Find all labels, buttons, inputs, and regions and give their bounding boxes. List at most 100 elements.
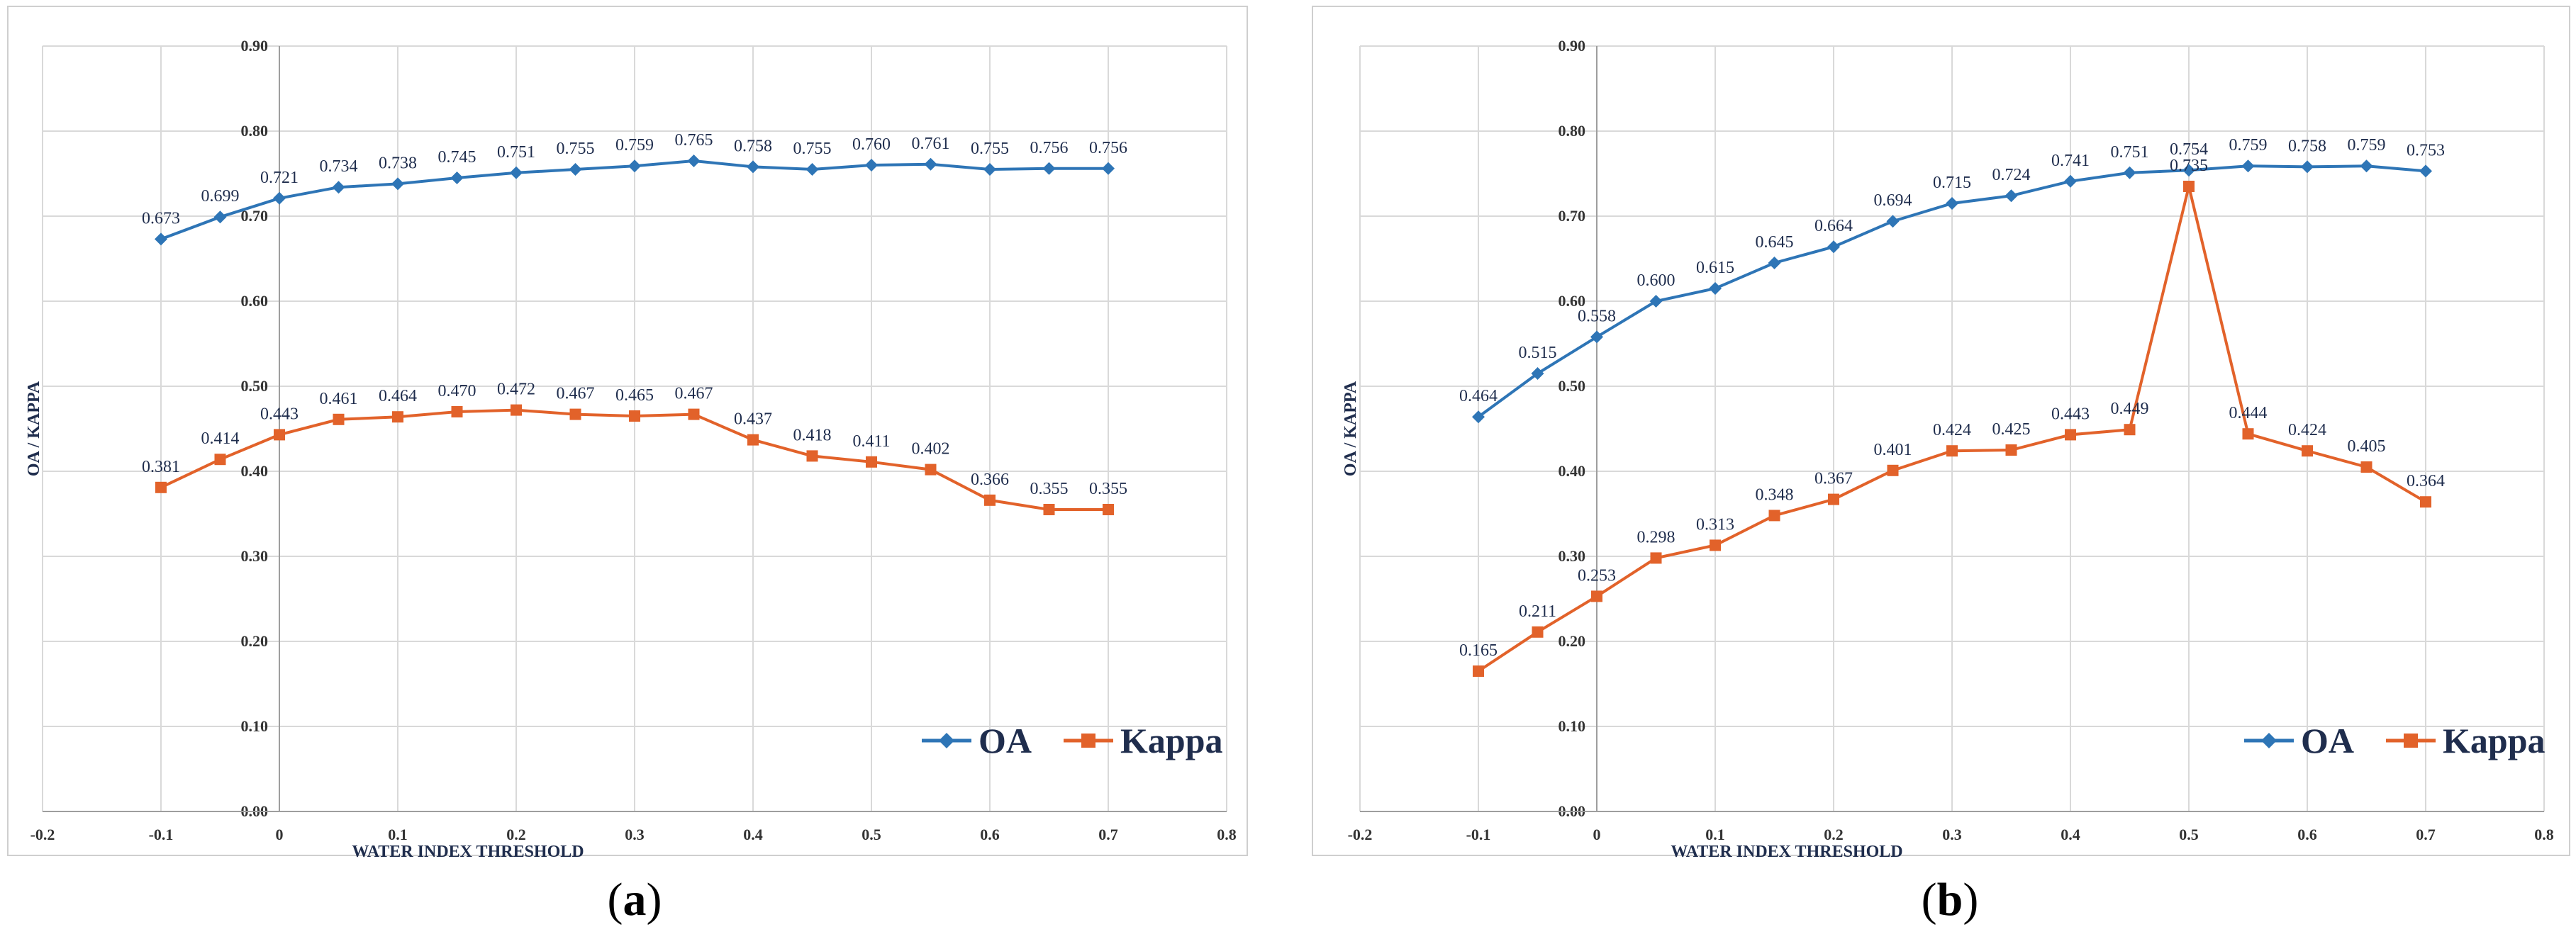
data-label-oa: 0.755	[971, 140, 1009, 158]
data-point-kappa	[392, 411, 403, 423]
x-tick-label: 0.8	[1217, 826, 1237, 843]
legend-label-oa: OA	[978, 721, 1032, 760]
data-label-oa: 0.756	[1089, 139, 1127, 157]
y-tick-label: 0.10	[241, 717, 269, 735]
data-label-kappa: 0.461	[320, 390, 358, 408]
data-label-oa: 0.645	[1756, 233, 1794, 252]
data-label-oa: 0.694	[1874, 191, 1912, 210]
data-point-oa	[213, 210, 227, 224]
x-tick-label: -0.1	[1466, 826, 1491, 843]
x-tick-label: 0.4	[2061, 826, 2080, 843]
x-tick-label: 0.6	[980, 826, 1000, 843]
data-point-kappa	[2005, 444, 2017, 456]
data-point-oa	[865, 159, 878, 172]
data-label-kappa: 0.355	[1030, 480, 1069, 498]
x-tick-label: 0.6	[2297, 826, 2317, 843]
data-label-kappa: 0.367	[1814, 470, 1853, 488]
legend-label-kappa: Kappa	[2443, 721, 2546, 760]
data-point-oa	[2064, 174, 2077, 188]
data-label-oa: 0.758	[2288, 137, 2326, 155]
data-label-kappa: 0.414	[201, 429, 240, 448]
data-point-oa	[155, 232, 167, 246]
data-label-kappa: 0.465	[615, 386, 654, 405]
data-point-kappa	[1473, 665, 1484, 677]
data-label-kappa: 0.443	[260, 405, 299, 423]
data-point-kappa	[569, 408, 581, 420]
data-point-kappa	[1828, 493, 1839, 505]
y-tick-label: 0.40	[241, 462, 269, 480]
data-point-kappa	[1650, 552, 1662, 564]
data-point-oa	[569, 163, 582, 176]
data-label-kappa: 0.355	[1089, 480, 1127, 498]
data-label-kappa: 0.467	[675, 385, 713, 403]
x-axis-title: WATER INDEX THRESHOLD	[1671, 843, 1902, 861]
data-point-kappa	[333, 413, 345, 425]
y-axis-title: OA / KAPPA	[1342, 381, 1360, 476]
data-point-kappa	[451, 406, 463, 417]
x-tick-label: -0.1	[149, 826, 174, 843]
y-tick-label: 0.60	[1559, 292, 1586, 310]
data-label-kappa: 0.418	[793, 426, 832, 444]
data-point-oa	[2005, 189, 2018, 203]
y-tick-label: 0.30	[1559, 547, 1586, 565]
data-label-kappa: 0.444	[2229, 404, 2268, 422]
data-point-oa	[747, 160, 759, 174]
data-label-kappa: 0.348	[1756, 485, 1794, 504]
data-label-oa: 0.758	[734, 137, 772, 155]
data-point-oa	[2182, 164, 2195, 177]
data-point-kappa	[1591, 590, 1602, 602]
legend-marker-oa	[2261, 733, 2277, 748]
data-point-kappa	[155, 481, 167, 493]
y-tick-label: 0.90	[241, 37, 269, 55]
data-label-kappa: 0.437	[734, 410, 772, 429]
legend-label-oa: OA	[2301, 721, 2354, 760]
y-axis-title: OA / KAPPA	[25, 381, 43, 476]
x-axis-title: WATER INDEX THRESHOLD	[352, 843, 584, 861]
data-label-kappa: 0.424	[1933, 421, 1971, 439]
data-point-oa	[2301, 160, 2314, 174]
data-point-kappa	[866, 456, 877, 468]
data-point-kappa	[925, 463, 937, 476]
data-label-kappa: 0.443	[2051, 405, 2090, 423]
data-label-kappa: 0.449	[2111, 400, 2149, 418]
data-label-kappa: 0.298	[1637, 528, 1675, 546]
data-point-oa	[1102, 162, 1115, 175]
data-label-kappa: 0.467	[557, 385, 595, 403]
x-tick-label: -0.2	[1348, 826, 1373, 843]
data-label-oa: 0.751	[497, 143, 535, 162]
x-tick-label: 0.3	[625, 826, 645, 843]
x-tick-label: 0.2	[506, 826, 526, 843]
data-point-oa	[510, 166, 523, 179]
data-point-oa	[450, 172, 464, 184]
data-point-oa	[983, 163, 996, 176]
data-point-oa	[1649, 295, 1663, 308]
data-label-kappa: 0.735	[2170, 157, 2208, 175]
y-tick-label: 0.10	[1559, 717, 1586, 735]
x-tick-label: 0	[1593, 826, 1601, 843]
data-point-oa	[1590, 330, 1603, 344]
data-label-kappa: 0.381	[142, 458, 180, 476]
data-point-oa	[1827, 240, 1840, 254]
x-tick-label: 0.3	[1942, 826, 1962, 843]
y-tick-label: 0.80	[241, 122, 269, 140]
y-tick-label: 0.30	[241, 547, 269, 565]
x-tick-label: 0.1	[1705, 826, 1725, 843]
data-label-oa: 0.753	[2407, 141, 2445, 159]
data-label-oa: 0.761	[912, 135, 950, 153]
data-label-oa: 0.755	[793, 140, 832, 158]
legend-marker-kappa	[2404, 734, 2418, 748]
y-tick-label: 0.60	[241, 292, 269, 310]
chart-panel-b	[1312, 6, 2570, 856]
data-label-oa: 0.745	[438, 148, 476, 167]
data-label-oa: 0.673	[142, 209, 180, 227]
data-label-kappa: 0.405	[2348, 437, 2386, 456]
data-point-oa	[2360, 159, 2373, 173]
data-point-oa	[1531, 367, 1544, 380]
data-point-kappa	[688, 408, 700, 420]
x-tick-label: 0.7	[2416, 826, 2436, 843]
legend-marker-kappa	[1081, 734, 1095, 748]
data-point-oa	[1472, 410, 1485, 424]
data-label-oa: 0.759	[615, 136, 654, 154]
x-tick-label: 0.7	[1098, 826, 1118, 843]
